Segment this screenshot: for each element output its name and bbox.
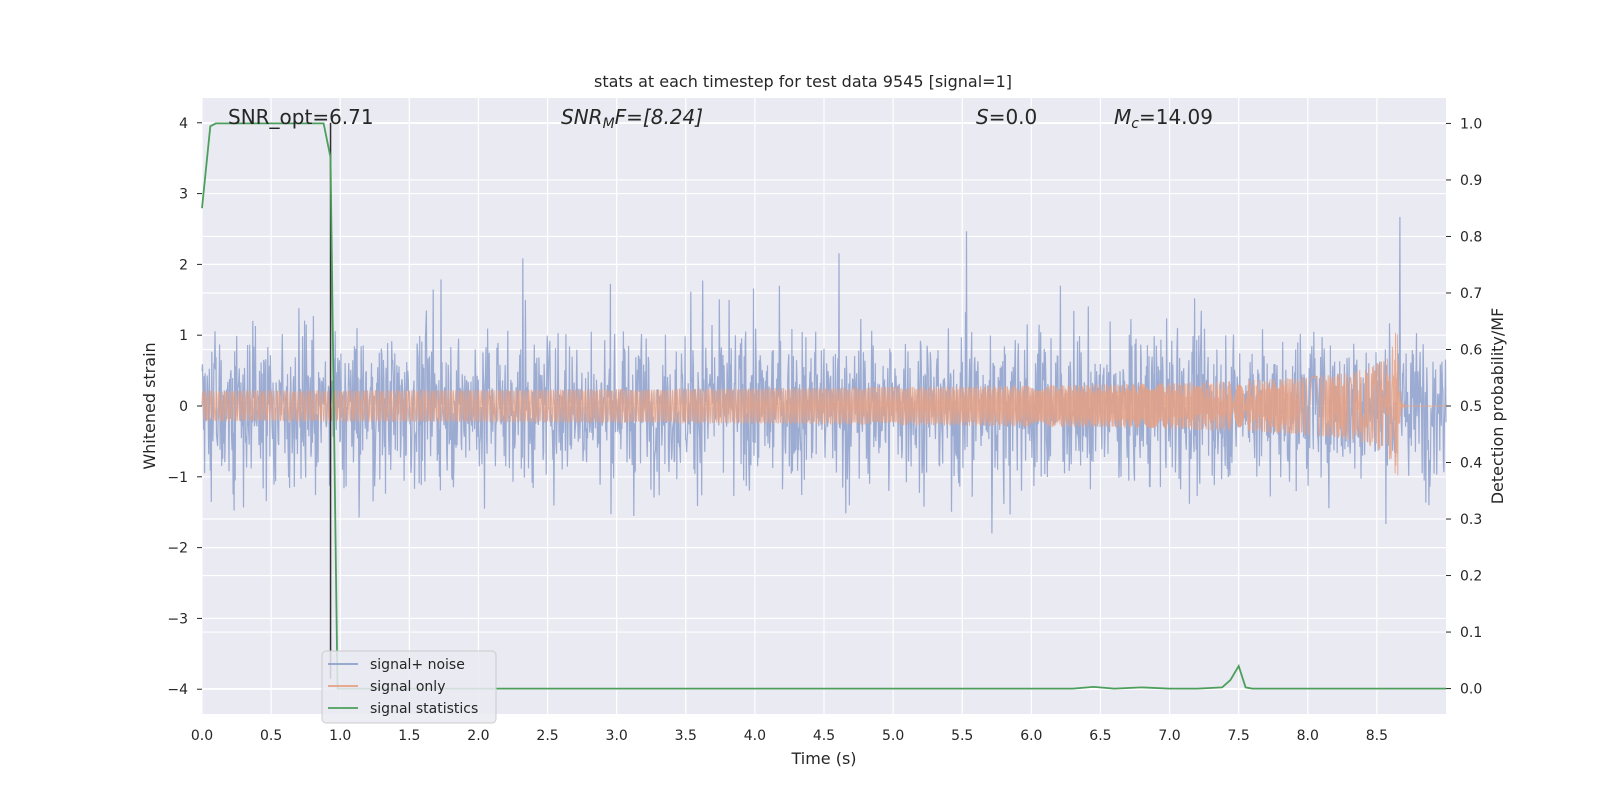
signal-statistics-line xyxy=(201,122,1446,690)
annotation-snr-mf: SNRMF=[8.24] xyxy=(561,105,703,132)
right-y-axis-ticks: 0.0 0.1 0.2 0.3 0.4 0.5 0.6 0.7 0.8 0.9 1.0 xyxy=(1446,116,1482,698)
x-tick-label: 2.0 xyxy=(467,728,489,744)
y-tick-label: 1 xyxy=(179,328,188,344)
right-y-tick-label: 0.6 xyxy=(1460,342,1482,358)
x-tick-label: 7.0 xyxy=(1158,728,1180,744)
right-y-tick-label: 0.3 xyxy=(1460,512,1482,528)
x-tick-label: 8.5 xyxy=(1366,728,1388,744)
y-axis-ticks: −4 −3 −2 −1 0 1 2 3 4 xyxy=(167,116,202,698)
annotation-snr-opt: SNR_opt=6.71 xyxy=(228,105,374,129)
legend-label-signal-noise: signal+ noise xyxy=(370,657,465,673)
x-tick-label: 6.0 xyxy=(1020,728,1042,744)
right-y-tick-label: 0.8 xyxy=(1460,229,1482,245)
y-tick-label: −2 xyxy=(167,541,188,557)
series-signal-only xyxy=(201,332,1446,476)
right-y-axis-label: Detection probability/MF xyxy=(1488,308,1507,505)
y-axis-label: Whitened strain xyxy=(140,342,159,469)
x-tick-label: 4.0 xyxy=(744,728,766,744)
right-y-tick-label: 0.9 xyxy=(1460,173,1482,189)
x-tick-label: 1.0 xyxy=(329,728,351,744)
legend: signal+ noise signal only signal statist… xyxy=(321,650,497,724)
legend-label-signal-statistics: signal statistics xyxy=(370,701,478,717)
annotation-s: S=0.0 xyxy=(976,105,1037,129)
legend-label-signal-only: signal only xyxy=(370,679,445,695)
right-y-tick-label: 0.5 xyxy=(1460,399,1482,415)
y-tick-label: 2 xyxy=(179,257,188,273)
right-y-tick-label: 0.1 xyxy=(1460,625,1482,641)
y-tick-label: −1 xyxy=(167,470,188,486)
x-tick-label: 3.0 xyxy=(606,728,628,744)
signal-only-line xyxy=(201,332,1446,476)
series-signal-statistics xyxy=(201,122,1446,690)
x-tick-label: 0.0 xyxy=(191,728,213,744)
chart-title: stats at each timestep for test data 954… xyxy=(594,72,1012,91)
x-tick-label: 7.5 xyxy=(1228,728,1250,744)
right-y-tick-label: 0.2 xyxy=(1460,569,1482,585)
legend-box xyxy=(321,650,497,724)
y-tick-label: −3 xyxy=(167,611,188,627)
annotation-mc: Mc=14.09 xyxy=(1114,105,1213,132)
x-tick-label: 8.0 xyxy=(1297,728,1319,744)
x-tick-label: 3.5 xyxy=(675,728,697,744)
x-tick-label: 0.5 xyxy=(260,728,282,744)
x-tick-label: 1.5 xyxy=(398,728,420,744)
x-tick-label: 4.5 xyxy=(813,728,835,744)
right-y-tick-label: 0.0 xyxy=(1460,682,1482,698)
x-tick-label: 2.5 xyxy=(536,728,558,744)
right-y-tick-label: 0.7 xyxy=(1460,286,1482,302)
right-y-tick-label: 0.4 xyxy=(1460,456,1482,472)
x-axis-label: Time (s) xyxy=(790,749,856,768)
x-axis-ticks: 0.0 0.5 1.0 1.5 2.0 2.5 3.0 3.5 4.0 4.5 5.0 5.5 6.0 6… xyxy=(191,728,1388,744)
x-tick-label: 5.5 xyxy=(951,728,973,744)
right-y-tick-label: 1.0 xyxy=(1460,116,1482,132)
y-tick-label: 4 xyxy=(179,116,188,132)
y-tick-label: 3 xyxy=(179,187,188,203)
y-tick-label: −4 xyxy=(167,682,188,698)
y-tick-label: 0 xyxy=(179,399,188,415)
x-tick-label: 5.0 xyxy=(882,728,904,744)
x-tick-label: 6.5 xyxy=(1089,728,1111,744)
